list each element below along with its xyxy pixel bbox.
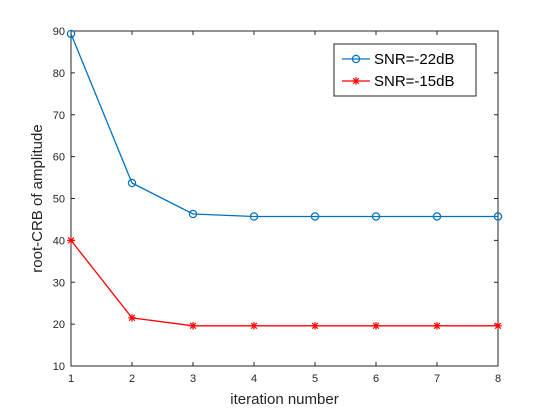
data-point-s1-1 <box>128 314 136 322</box>
data-point-s0-2 <box>188 209 198 219</box>
legend: SNR=-22dB SNR=-15dB <box>333 43 477 97</box>
legend-label: SNR=-15dB <box>374 73 454 90</box>
y-tick-label: 90 <box>53 26 65 38</box>
x-tick-label: 5 <box>312 373 318 385</box>
data-point-s0-1 <box>127 178 137 188</box>
legend-marker-0 <box>351 54 361 64</box>
data-point-s1-6 <box>433 322 441 330</box>
x-tick-label: 1 <box>68 373 74 385</box>
series-line-1 <box>70 239 498 327</box>
y-tick-label: 80 <box>53 68 65 80</box>
data-point-s0-7 <box>493 212 503 221</box>
series-layer <box>66 29 503 330</box>
data-point-s0-3 <box>249 212 259 221</box>
y-axis-label: root-CRB of amplitude <box>29 124 46 272</box>
legend-box <box>333 43 477 97</box>
data-point-s1-5 <box>372 322 380 330</box>
x-tick-label: 7 <box>434 373 440 385</box>
y-tick-label: 40 <box>53 235 65 247</box>
x-tick-label: 6 <box>373 373 379 385</box>
data-point-s1-0 <box>67 236 75 245</box>
y-tick-label: 70 <box>53 110 65 122</box>
data-point-s1-4 <box>311 322 319 330</box>
legend-label: SNR=-22dB <box>374 51 454 68</box>
y-tick-label: 10 <box>53 361 65 373</box>
y-tick-label: 20 <box>53 319 65 331</box>
data-point-s1-7 <box>494 322 502 330</box>
axes: 1 2 3 4 5 6 7 8 10 20 30 40 50 60 70 80 90 <box>53 26 501 385</box>
x-tick-label: 3 <box>190 373 196 385</box>
y-tick-label: 60 <box>53 152 65 164</box>
data-point-s1-3 <box>250 322 258 330</box>
legend-marker-1 <box>352 77 360 85</box>
y-tick-label: 50 <box>53 194 65 206</box>
x-axis-label: iteration number <box>230 391 338 408</box>
data-point-s1-2 <box>189 322 197 330</box>
x-tick-label: 8 <box>495 373 501 385</box>
data-point-s0-6 <box>432 212 442 221</box>
data-point-s0-5 <box>371 212 381 221</box>
x-tick-label: 2 <box>129 373 135 385</box>
data-point-s0-4 <box>310 212 320 221</box>
data-point-s0-0 <box>66 29 76 39</box>
x-tick-label: 4 <box>251 373 257 385</box>
y-tick-label: 30 <box>53 277 65 289</box>
series-line-0 <box>70 33 498 218</box>
